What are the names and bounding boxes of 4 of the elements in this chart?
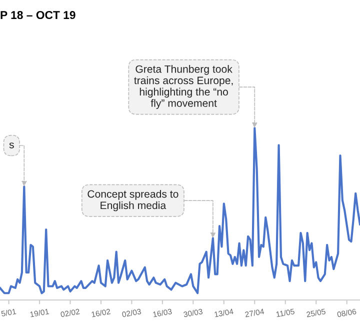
chart-title: P 18 – OCT 19 [0,10,76,20]
annotation: s [9,142,14,148]
annotation: Concept spreads to English media [88,190,178,212]
annotation: Greta Thunberg took trains across Europe, highlighting the “no fly” movement [134,65,233,109]
